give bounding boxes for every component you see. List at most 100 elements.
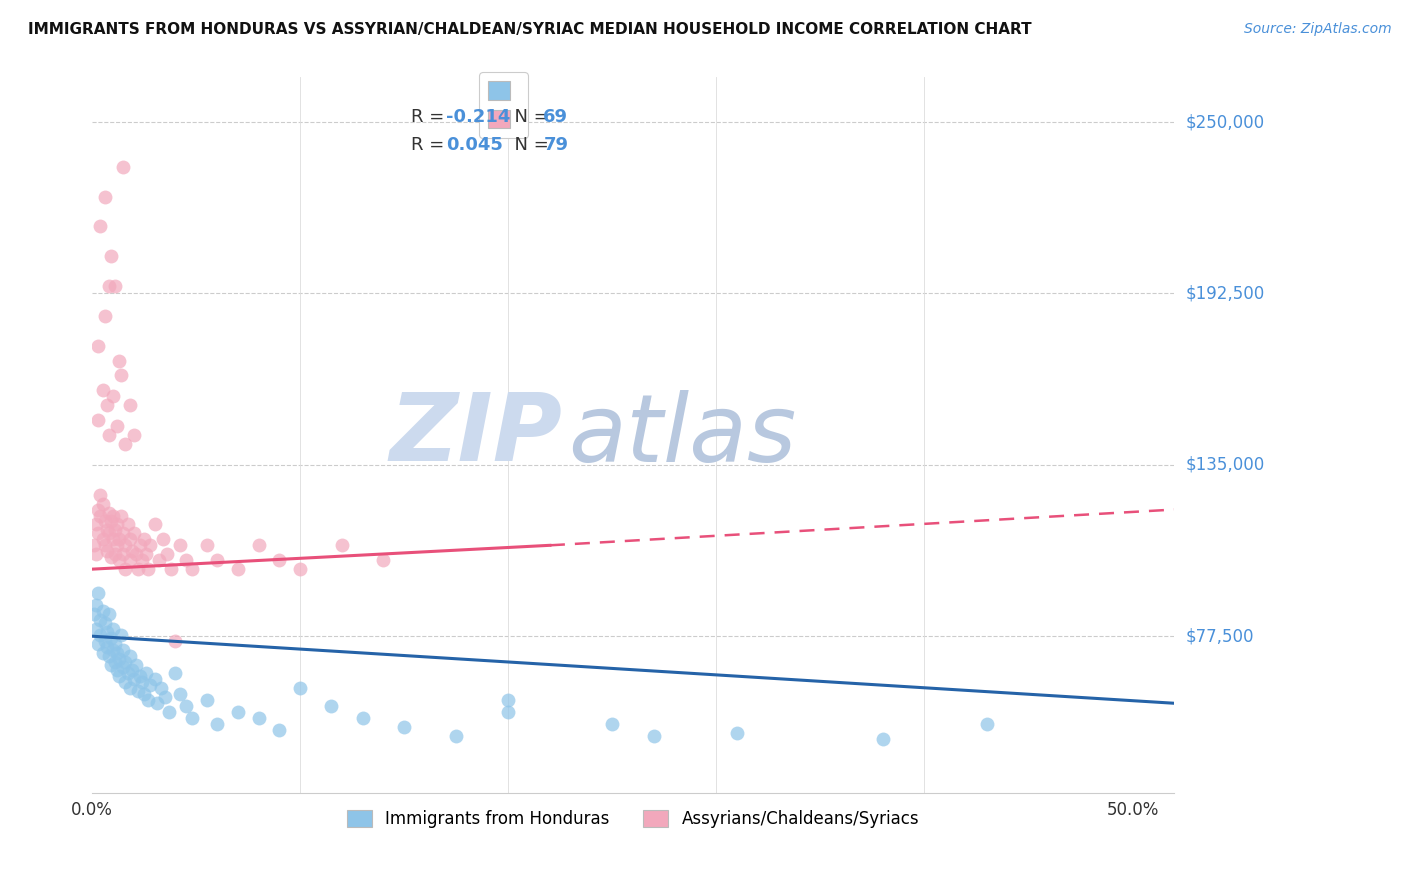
Point	[108, 669, 131, 683]
Point	[143, 673, 166, 687]
Point	[127, 562, 149, 576]
Point	[101, 642, 124, 657]
Point	[149, 681, 172, 696]
Point	[104, 655, 127, 669]
Point	[105, 419, 128, 434]
Point	[394, 720, 416, 734]
Point	[138, 693, 160, 707]
Point	[165, 666, 187, 681]
Point	[114, 538, 136, 552]
Point	[93, 515, 115, 529]
Point	[91, 384, 114, 398]
Point	[110, 628, 132, 642]
Point	[143, 517, 166, 532]
Point	[131, 675, 153, 690]
Point	[352, 711, 374, 725]
Text: 79: 79	[543, 136, 568, 154]
Point	[135, 666, 157, 681]
Point	[269, 723, 291, 737]
Point	[108, 553, 131, 567]
Point	[93, 189, 115, 203]
Point	[205, 717, 228, 731]
Point	[373, 553, 395, 567]
Point	[114, 675, 136, 690]
Point	[290, 562, 312, 576]
Point	[91, 497, 114, 511]
Point	[96, 544, 118, 558]
Point	[86, 547, 108, 561]
Point	[152, 533, 174, 547]
Point	[96, 524, 118, 538]
Point	[108, 353, 131, 368]
Point	[93, 615, 115, 630]
Point	[89, 508, 111, 523]
Point	[89, 219, 111, 234]
Point	[118, 398, 141, 412]
Text: R =: R =	[412, 136, 450, 154]
Point	[174, 699, 197, 714]
Point	[110, 368, 132, 383]
Point	[114, 562, 136, 576]
Point	[174, 553, 197, 567]
Point	[118, 648, 141, 663]
Point	[93, 309, 115, 323]
Point	[104, 637, 127, 651]
Text: N =: N =	[503, 108, 555, 126]
Point	[181, 562, 204, 576]
Point	[97, 648, 120, 663]
Point	[725, 726, 748, 740]
Point	[117, 666, 139, 681]
Point	[83, 607, 105, 621]
Point	[165, 633, 187, 648]
Point	[122, 526, 145, 541]
Point	[498, 705, 520, 719]
Point	[976, 717, 998, 731]
Point	[96, 640, 118, 654]
Point	[148, 553, 170, 567]
Point	[205, 553, 228, 567]
Point	[181, 711, 204, 725]
Point	[138, 562, 160, 576]
Point	[100, 249, 122, 263]
Point	[602, 717, 624, 731]
Point	[114, 655, 136, 669]
Point	[96, 624, 118, 639]
Point	[86, 517, 108, 532]
Point	[89, 613, 111, 627]
Point	[105, 646, 128, 660]
Point	[112, 160, 135, 174]
Point	[153, 690, 176, 705]
Text: 69: 69	[543, 108, 568, 126]
Point	[117, 517, 139, 532]
Text: $250,000: $250,000	[1185, 113, 1264, 131]
Point	[100, 657, 122, 672]
Point	[129, 669, 152, 683]
Point	[134, 533, 156, 547]
Text: N =: N =	[503, 136, 555, 154]
Point	[101, 533, 124, 547]
Point	[131, 553, 153, 567]
Point	[135, 547, 157, 561]
Point	[112, 526, 135, 541]
Point	[108, 651, 131, 665]
Point	[89, 488, 111, 502]
Point	[446, 729, 468, 743]
Point	[91, 646, 114, 660]
Point	[125, 547, 148, 561]
Point	[100, 550, 122, 565]
Point	[110, 508, 132, 523]
Point	[87, 502, 110, 516]
Point	[101, 389, 124, 403]
Point	[145, 696, 167, 710]
Legend: Immigrants from Honduras, Assyrians/Chaldeans/Syriacs: Immigrants from Honduras, Assyrians/Chal…	[340, 803, 925, 834]
Text: $192,500: $192,500	[1185, 285, 1264, 302]
Point	[87, 586, 110, 600]
Point	[87, 637, 110, 651]
Point	[101, 508, 124, 523]
Text: $77,500: $77,500	[1185, 627, 1254, 645]
Point	[321, 699, 343, 714]
Point	[87, 338, 110, 352]
Point	[91, 533, 114, 547]
Text: -0.214: -0.214	[446, 108, 510, 126]
Point	[87, 526, 110, 541]
